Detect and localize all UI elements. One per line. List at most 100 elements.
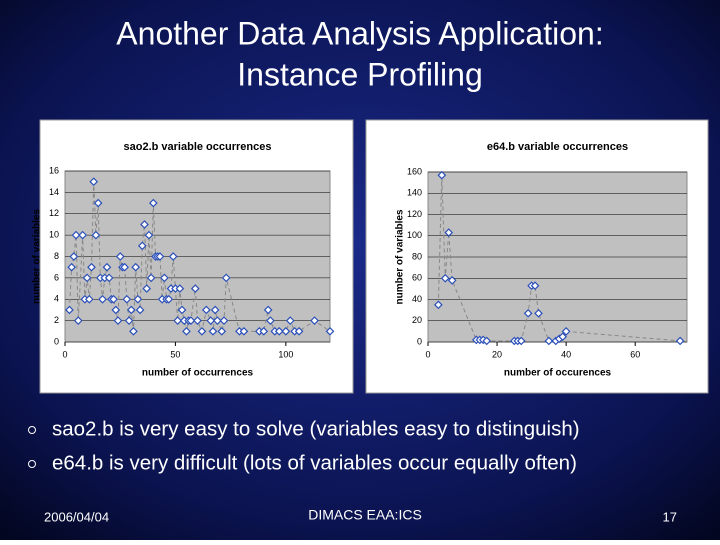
data-point <box>675 336 685 346</box>
y-tick-label: 8 <box>54 251 59 261</box>
data-point <box>160 273 169 283</box>
bullet-icon <box>28 460 36 468</box>
data-point <box>197 326 207 336</box>
data-point <box>73 316 83 325</box>
data-point <box>111 305 121 315</box>
y-tick-label: 10 <box>49 230 59 240</box>
data-point <box>133 294 143 304</box>
data-point <box>135 305 145 315</box>
x-tick-label: 0 <box>62 349 67 359</box>
data-point <box>217 326 227 336</box>
data-point <box>516 336 526 346</box>
footer-date: 2006/04/04 <box>44 509 109 524</box>
chart-title: sao2.b variable occurrences <box>124 141 272 153</box>
y-tick-label: 0 <box>417 336 422 346</box>
y-axis-label: number of variables <box>32 209 43 304</box>
data-point <box>544 336 554 346</box>
y-tick-label: 60 <box>412 273 422 283</box>
data-point <box>201 305 211 315</box>
data-point <box>131 262 141 272</box>
x-tick-label: 20 <box>492 349 502 359</box>
data-point <box>274 326 284 336</box>
data-point <box>137 241 147 251</box>
data-point <box>186 316 196 325</box>
x-tick-label: 40 <box>561 349 571 359</box>
data-point <box>168 252 178 261</box>
data-point <box>146 273 156 283</box>
y-tick-label: 160 <box>407 166 422 176</box>
data-point <box>193 316 202 325</box>
y-tick-label: 120 <box>407 209 422 219</box>
bullet-text: e64.b is very difficult (lots of variabl… <box>52 451 577 474</box>
y-tick-label: 20 <box>412 315 422 325</box>
data-point <box>91 230 101 240</box>
y-tick-label: 40 <box>412 294 422 304</box>
x-axis-label: number of occurences <box>504 368 612 379</box>
y-tick-label: 2 <box>54 315 59 325</box>
y-tick-label: 12 <box>49 208 59 218</box>
x-tick-label: 100 <box>278 349 293 359</box>
data-point <box>206 316 216 325</box>
data-point <box>140 220 149 229</box>
data-point <box>523 308 533 318</box>
data-point <box>102 262 112 272</box>
data-point <box>164 294 174 304</box>
data-point <box>126 305 136 315</box>
data-point <box>210 305 220 315</box>
data-point <box>239 326 249 336</box>
x-tick-label: 60 <box>630 349 640 359</box>
data-point <box>266 316 275 325</box>
bullet-icon <box>28 426 36 434</box>
data-point <box>221 273 231 283</box>
data-point <box>129 326 138 336</box>
data-point <box>93 198 103 208</box>
data-point <box>78 230 88 240</box>
data-line <box>68 181 331 334</box>
data-point <box>67 262 76 272</box>
data-point <box>155 252 165 261</box>
data-point <box>310 316 319 325</box>
data-point <box>115 252 125 261</box>
chart-title: e64.b variable occurrences <box>487 141 628 153</box>
x-tick-label: 50 <box>170 349 180 359</box>
data-point <box>89 177 99 187</box>
data-point <box>530 281 540 291</box>
data-point <box>69 252 79 261</box>
data-point <box>120 262 129 272</box>
page-number: 17 <box>663 509 677 524</box>
data-point <box>142 284 152 293</box>
y-tick-label: 16 <box>49 165 59 175</box>
x-tick-label: 0 <box>425 349 430 359</box>
data-point <box>190 284 200 293</box>
data-point <box>561 327 571 336</box>
data-point <box>285 316 295 325</box>
data-point <box>175 284 185 293</box>
data-point <box>87 262 96 272</box>
y-tick-label: 14 <box>49 187 59 197</box>
y-tick-label: 4 <box>54 294 59 304</box>
data-point <box>109 294 118 304</box>
bullet-text: sao2.b is very easy to solve (variables … <box>52 417 580 440</box>
slide-title: Instance Profiling <box>237 56 482 92</box>
y-tick-label: 6 <box>54 272 59 282</box>
y-axis-label: number of variables <box>395 209 406 304</box>
data-point <box>213 316 222 325</box>
data-point <box>82 273 92 283</box>
data-point <box>173 316 182 325</box>
y-tick-label: 0 <box>54 336 59 346</box>
data-point <box>84 294 94 304</box>
data-point <box>177 305 187 315</box>
data-point <box>437 170 447 180</box>
data-point <box>144 230 154 240</box>
data-point <box>440 273 450 283</box>
data-point <box>104 273 114 283</box>
data-point <box>294 326 304 336</box>
data-point <box>208 326 218 336</box>
data-point <box>434 300 443 310</box>
data-point <box>263 305 273 315</box>
data-point <box>325 326 335 336</box>
data-point <box>534 308 543 318</box>
data-point <box>281 326 291 336</box>
